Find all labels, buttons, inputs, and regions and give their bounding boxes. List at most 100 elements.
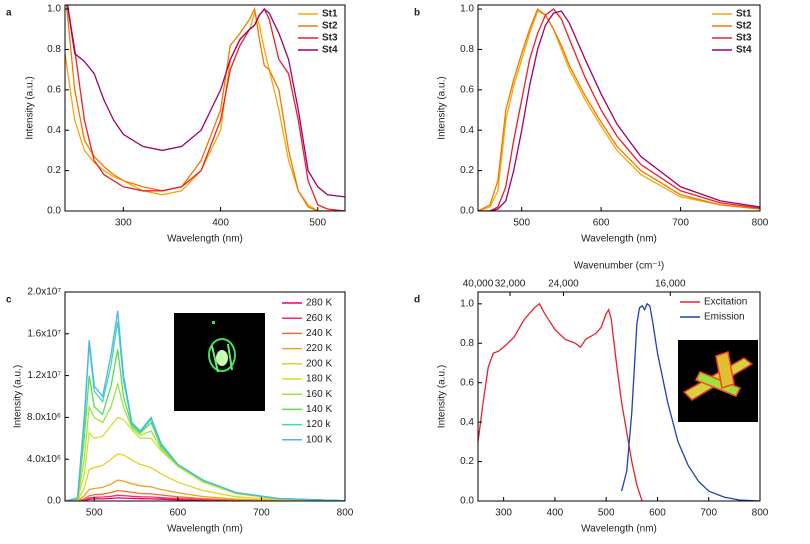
y-tick-label: 0.4 (460, 125, 474, 136)
legend-label: 120 k (306, 419, 331, 430)
x-tick-label: 500 (513, 218, 530, 229)
panel-label: a (6, 8, 12, 19)
x-tick-label: 800 (752, 508, 769, 519)
y-tick-label: 1.0 (460, 298, 474, 309)
plot-frame (64, 291, 346, 502)
x-tick-label: 800 (752, 218, 769, 229)
series-line (65, 310, 345, 501)
series-line (66, 5, 345, 211)
series-line (478, 10, 760, 211)
y-tick-label: 1.6x10⁷ (27, 328, 61, 339)
series-line (65, 494, 345, 501)
x-axis-title: Wavelength (nm) (581, 524, 657, 535)
legend-label: St3 (736, 33, 752, 44)
y-tick-label: 0.2 (460, 456, 474, 467)
x-tick-label: 500 (309, 218, 326, 229)
x-tick-label: 600 (593, 218, 610, 229)
y-tick-label: 1.0 (460, 4, 474, 15)
legend-label: 220 K (306, 343, 332, 354)
x-tick-label: 500 (598, 508, 615, 519)
y-tick-label: 0.2 (47, 165, 61, 176)
legend-label: Emission (704, 312, 745, 323)
x-axis-title: Wavelength (nm) (167, 234, 243, 245)
y-tick-label: 0.0 (460, 206, 474, 217)
y-tick-label: 0.6 (460, 377, 474, 388)
y-tick-label: 8.0x10⁶ (27, 412, 61, 423)
legend-label: 280 K (306, 298, 332, 309)
x-tick-label: 300 (115, 218, 132, 229)
y-tick-label: 1.0 (47, 4, 61, 15)
series-line (478, 7, 760, 211)
plot-frame (477, 4, 761, 212)
series-line (65, 5, 345, 211)
legend-label: 100 K (306, 434, 332, 445)
series-line (478, 8, 760, 211)
x-tick-label: 700 (672, 218, 689, 229)
legend-label: 260 K (306, 313, 332, 324)
series-line (65, 416, 345, 501)
x-tick-label: 500 (86, 508, 103, 519)
legend-label: St1 (736, 9, 752, 20)
y-axis-title: Intensity (a.u.) (437, 365, 448, 428)
series-line (478, 10, 760, 211)
legend-label: 160 K (306, 389, 332, 400)
y-tick-label: 0.6 (47, 84, 61, 95)
legend-label: St2 (736, 21, 752, 32)
legend-label: Excitation (704, 297, 747, 308)
x-tick-label: 400 (212, 218, 229, 229)
inset-photo (678, 340, 758, 422)
y-tick-label: 1.2x10⁷ (27, 370, 61, 381)
y-tick-label: 0.0 (460, 496, 474, 507)
x-tick-label: 300 (495, 508, 512, 519)
series-line (65, 11, 345, 211)
x2-tick-label: 40,000 (463, 279, 494, 290)
y-tick-label: 0.6 (460, 84, 474, 95)
series-line (65, 453, 345, 501)
legend-label: 140 K (306, 404, 332, 415)
inset-photo (174, 313, 265, 411)
series-line (65, 479, 345, 501)
y-axis-title: Intensity (a.u.) (13, 365, 24, 428)
panel-label: c (6, 295, 12, 306)
series-line (65, 489, 345, 501)
y-tick-label: 0.2 (460, 165, 474, 176)
x2-tick-label: 32,000 (495, 279, 526, 290)
x-axis-title: Wavelength (nm) (167, 524, 243, 535)
x-tick-label: 600 (649, 508, 666, 519)
legend-label: St4 (736, 45, 752, 56)
y-tick-label: 0.4 (47, 125, 61, 136)
y-axis-title: Intensity (a.u.) (437, 76, 448, 139)
series-line (620, 302, 760, 501)
x-tick-label: 600 (169, 508, 186, 519)
x2-axis-title: Wavenumber (cm⁻¹) (574, 261, 664, 272)
legend-label: St3 (322, 33, 338, 44)
legend-label: St1 (322, 9, 338, 20)
x2-tick-label: 24,000 (548, 279, 579, 290)
plot-frame (477, 291, 761, 502)
series-line (66, 5, 345, 198)
legend-label: St4 (322, 45, 338, 56)
legend-label: St2 (322, 21, 338, 32)
x-axis-title: Wavelength (nm) (581, 234, 657, 245)
x2-tick-label: 16,000 (655, 279, 686, 290)
y-tick-label: 0.8 (460, 338, 474, 349)
y-tick-label: 4.0x10⁶ (27, 454, 61, 465)
x-tick-label: 800 (337, 508, 354, 519)
y-tick-label: 0.4 (460, 417, 474, 428)
plot-frame (64, 4, 346, 212)
series-line (65, 381, 345, 501)
legend-label: 180 K (306, 374, 332, 385)
panel-label: b (414, 8, 420, 19)
legend-label: 200 K (306, 358, 332, 369)
legend-label: 240 K (306, 328, 332, 339)
series-line (478, 302, 643, 501)
panel-label: d (414, 295, 420, 306)
x-tick-label: 400 (547, 508, 564, 519)
y-tick-label: 0.0 (47, 496, 61, 507)
y-tick-label: 2.0x10⁷ (27, 287, 61, 298)
y-tick-label: 0.8 (460, 44, 474, 55)
y-tick-label: 0.0 (47, 206, 61, 217)
x-tick-label: 700 (253, 508, 270, 519)
x-tick-label: 700 (700, 508, 717, 519)
